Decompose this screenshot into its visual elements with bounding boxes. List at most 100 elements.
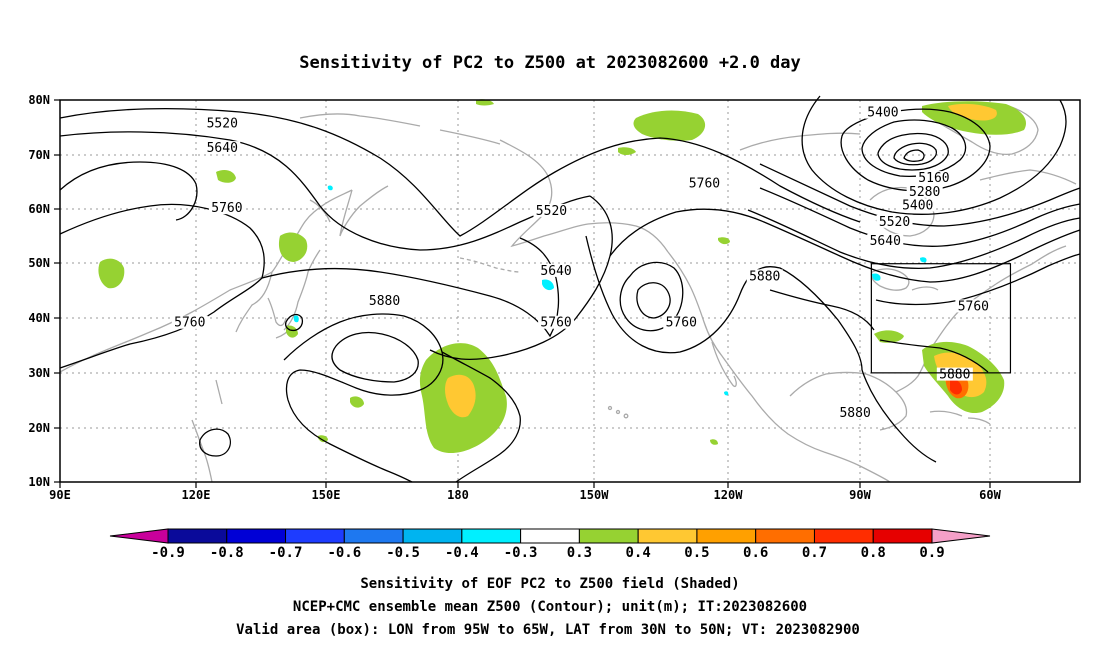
lat-label: 10N [28,475,50,489]
contour-label: 5640 [540,264,571,279]
contour-label: 5760 [174,316,205,331]
colorbar-segment [637,528,698,544]
contour-label: 5520 [879,215,910,230]
shade-patch [872,273,881,281]
contour-label: 5880 [369,294,400,309]
contour-label: 5280 [909,185,940,200]
shade-patch [350,396,364,408]
contour-label: 5520 [207,117,238,132]
colorbar-label: -0.3 [504,545,538,561]
colorbar-low-end [109,528,169,544]
contour-label-bg [538,315,575,329]
colorbar-segment [755,528,815,544]
caption-line-shading: Sensitivity of EOF PC2 to Z500 field (Sh… [360,576,739,592]
contour-label-bg [366,293,403,307]
shade-patch [724,391,729,396]
contour-label-bg [906,184,943,198]
lon-label: 150W [580,488,610,502]
shade-patch [476,99,494,106]
shade-patch [948,103,997,121]
contour-label: 5760 [666,316,697,331]
shade-patch [286,325,298,338]
contour-label: 5400 [902,198,933,213]
shade-patch [710,439,718,445]
colorbar-label: -0.4 [445,545,479,561]
axis-ticks [54,99,991,488]
map-frame [59,99,1081,483]
lon-label: 60W [979,488,1001,502]
contour-label-bg [837,405,874,419]
caption: Sensitivity of EOF PC2 to Z500 field (Sh… [236,576,860,638]
colorbar-label: 0.6 [743,545,768,561]
z500-contours [59,95,1081,483]
contour-label-bg [538,263,575,277]
colorbar-label: 0.8 [861,545,886,561]
map-title: Sensitivity of PC2 to Z500 at 2023082600… [299,53,801,73]
contour-label-bg [899,198,936,212]
contour-label-bg [686,176,723,190]
contour-label: 5760 [211,201,242,216]
contour-label-bg [955,299,992,313]
lat-label: 70N [28,148,50,162]
lon-label: 90W [849,488,871,502]
caption-line-contour: NCEP+CMC ensemble mean Z500 (Contour); u… [293,599,807,615]
contour-label: 5880 [839,406,870,421]
lat-label: 60N [28,202,50,216]
lon-labels: 90E 120E 150E 180 150W 120W 90W 60W [49,488,1001,502]
contour-label-bg [204,116,241,130]
contour-label: 5640 [870,234,901,249]
colorbar-segment [578,528,639,544]
colorbar-labels: -0.9 -0.8 -0.7 -0.6 -0.5 -0.4 -0.3 0.3 0.4 0.5 0.6… [151,545,945,561]
contour-label-bg [663,315,700,329]
contour-label-bg [936,367,973,381]
lon-label: 120W [714,488,744,502]
lon-label: 90E [49,488,71,502]
contour-label-bg [864,105,901,119]
contour-labels: 5520 5640 5760 5760 5880 5520 5640 5760 5760 5760… [171,105,992,421]
contour-label-bg [204,141,241,155]
colorbar-label: 0.7 [802,545,827,561]
contour-label: 5400 [867,106,898,121]
contour-label: 5880 [939,368,970,383]
lat-labels: 80N 70N 60N 50N 40N 30N 20N 10N [28,93,50,489]
lon-label: 150E [312,488,341,502]
shade-patch [216,170,236,183]
colorbar-label: 0.4 [626,545,651,561]
colorbar [109,528,991,544]
colorbar-label: -0.8 [210,545,244,561]
shade-patch [327,185,333,191]
contour-label: 5160 [918,171,949,186]
lon-label: 180 [447,488,469,502]
contour-label: 5640 [207,141,238,156]
colorbar-segment [696,528,757,544]
lat-label: 20N [28,421,50,435]
colorbar-segment [226,528,287,544]
shade-patch [950,379,962,395]
lat-label: 40N [28,311,50,325]
shade-patch [542,279,554,291]
colorbar-segment [167,528,228,544]
contour-label-bg [171,315,208,329]
colorbar-high-end [931,528,991,544]
contour-label: 5760 [540,316,571,331]
shade-patch [98,258,125,289]
colorbar-segment [461,528,522,544]
shade-patch [278,232,308,262]
colorbar-segment [813,528,874,544]
colorbar-label: -0.7 [269,545,303,561]
shade-patch [318,435,328,443]
contour-label-bg [746,269,783,283]
colorbar-label: 0.9 [919,545,944,561]
contour-label: 5520 [536,204,567,219]
shade-patch [920,257,927,263]
contour-label-bg [533,203,570,217]
shade-patch [618,147,636,155]
colorbar-label: -0.9 [151,545,185,561]
colorbar-segment [520,528,580,544]
shade-patch [445,374,476,418]
shade-patch [293,315,299,323]
shade-patch [718,237,730,245]
colorbar-label: 0.3 [567,545,592,561]
contour-label: 5880 [749,269,780,284]
